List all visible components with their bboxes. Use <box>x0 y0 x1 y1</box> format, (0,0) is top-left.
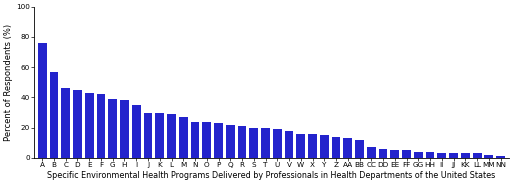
Bar <box>50 72 58 158</box>
Bar <box>414 152 423 158</box>
Bar <box>249 128 258 158</box>
Bar <box>496 156 505 158</box>
Bar <box>108 99 117 158</box>
Bar <box>96 94 105 158</box>
Bar <box>461 153 470 158</box>
Bar <box>73 90 82 158</box>
Bar <box>297 134 305 158</box>
Bar <box>449 153 458 158</box>
Bar <box>367 147 376 158</box>
Bar <box>261 128 270 158</box>
Bar <box>273 129 282 158</box>
Bar <box>426 152 435 158</box>
Bar <box>214 123 223 158</box>
Bar <box>343 138 352 158</box>
Bar <box>402 150 411 158</box>
Bar <box>472 153 482 158</box>
Bar <box>226 125 234 158</box>
Bar <box>144 113 152 158</box>
X-axis label: Specific Environmental Health Programs Delivered by Professionals in Health Depa: Specific Environmental Health Programs D… <box>47 171 496 180</box>
Bar <box>62 88 70 158</box>
Bar <box>484 155 494 158</box>
Bar <box>379 149 387 158</box>
Bar <box>320 135 329 158</box>
Bar <box>390 150 399 158</box>
Bar <box>308 134 317 158</box>
Bar <box>38 43 47 158</box>
Bar <box>179 117 188 158</box>
Bar <box>167 114 176 158</box>
Bar <box>202 122 211 158</box>
Bar <box>238 126 246 158</box>
Bar <box>438 153 446 158</box>
Bar <box>132 105 141 158</box>
Bar <box>120 100 129 158</box>
Bar <box>355 140 364 158</box>
Bar <box>191 122 200 158</box>
Bar <box>85 93 94 158</box>
Bar <box>155 113 164 158</box>
Y-axis label: Percent of Respondents (%): Percent of Respondents (%) <box>4 24 13 141</box>
Bar <box>285 131 293 158</box>
Bar <box>331 137 341 158</box>
